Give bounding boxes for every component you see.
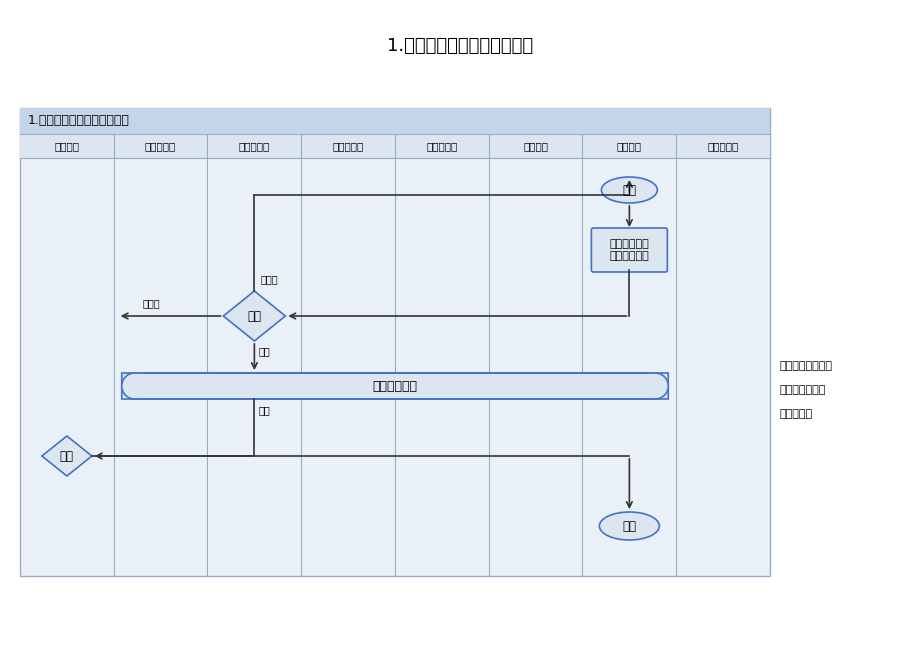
- Text: 合格: 合格: [258, 405, 270, 415]
- Bar: [20, 108, 769, 576]
- FancyBboxPatch shape: [591, 228, 666, 272]
- Text: 1.施工组织设计方案审批流程: 1.施工组织设计方案审批流程: [387, 37, 532, 55]
- Text: 施工组织设计
方案编制完成: 施工组织设计 方案编制完成: [608, 239, 649, 261]
- Text: 审批: 审批: [60, 449, 74, 462]
- Text: 《会审会签表》: 《会审会签表》: [779, 385, 825, 395]
- Text: 合格: 合格: [258, 346, 270, 356]
- Bar: [20, 134, 769, 158]
- Polygon shape: [223, 291, 285, 341]
- Text: 预审: 预审: [247, 309, 261, 322]
- Text: 工程副组长: 工程副组长: [145, 141, 176, 151]
- Text: 专业工程师: 专业工程师: [425, 141, 457, 151]
- Bar: [20, 108, 769, 134]
- Text: 会议会审会签: 会议会审会签: [372, 380, 417, 393]
- Text: 执行副组长: 执行副组长: [332, 141, 363, 151]
- Polygon shape: [42, 436, 92, 476]
- Text: 施工单位: 施工单位: [617, 141, 641, 151]
- Text: 工程组长: 工程组长: [54, 141, 79, 151]
- Text: 1.施工组织设计方案审批流程: 1.施工组织设计方案审批流程: [28, 115, 130, 128]
- Text: 《施工组织设计》: 《施工组织设计》: [779, 361, 832, 371]
- Ellipse shape: [641, 373, 667, 399]
- Text: 技术副组长: 技术副组长: [239, 141, 269, 151]
- Text: 不合格: 不合格: [142, 298, 160, 308]
- Text: 不合格: 不合格: [260, 274, 278, 284]
- Text: 分厂厂长: 分厂厂长: [523, 141, 548, 151]
- Text: 《审批表》: 《审批表》: [779, 409, 812, 419]
- Ellipse shape: [121, 373, 148, 399]
- Ellipse shape: [598, 512, 659, 540]
- Text: 支持性文件: 支持性文件: [707, 141, 738, 151]
- Ellipse shape: [601, 177, 657, 203]
- Text: 结束: 结束: [621, 519, 636, 533]
- FancyBboxPatch shape: [121, 373, 667, 399]
- Text: 开始: 开始: [621, 184, 636, 197]
